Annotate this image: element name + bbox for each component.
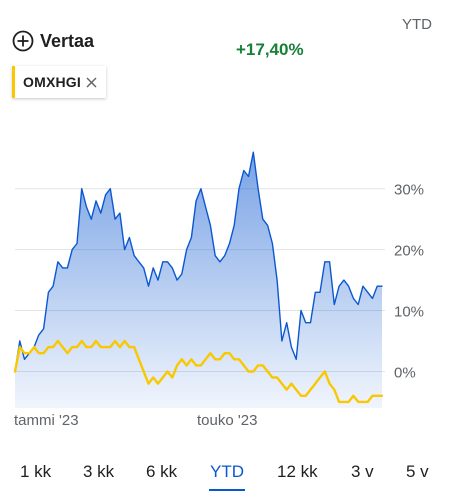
index-series-line [13,339,384,404]
series-area [15,152,382,408]
plus-circle-icon [12,30,34,52]
period-label: YTD [402,16,432,33]
tab-12kk[interactable]: 12 kk [277,462,318,481]
y-tick-label: 0% [394,364,416,381]
compare-button[interactable]: Vertaa [12,28,94,54]
x-tick-label: touko '23 [197,412,257,429]
price-series-line [14,151,383,373]
tab-6kk[interactable]: 6 kk [146,462,178,481]
close-icon[interactable] [86,77,97,88]
change-value: +17,40% [236,40,304,59]
range-tabs: 1 kk 3 kk 6 kk YTD 12 kk 3 v 5 v [0,462,463,502]
chip-label: OMXHGI [23,74,81,90]
compare-label: Vertaa [40,30,95,51]
price-chart: 0% 10% 20% 30% tammi '23 touko '23 [13,151,424,429]
selected-tab-indicator [209,489,245,491]
y-tick-label: 30% [394,182,424,199]
tab-1kk[interactable]: 1 kk [20,462,52,481]
tab-ytd[interactable]: YTD [210,462,244,481]
tab-3kk[interactable]: 3 kk [83,462,115,481]
tab-5v[interactable]: 5 v [406,462,429,481]
y-tick-label: 10% [394,304,424,321]
tab-3v[interactable]: 3 v [351,462,374,481]
x-tick-label: tammi '23 [14,412,79,429]
comparison-chip: OMXHGI [12,66,106,98]
y-tick-label: 20% [394,243,424,260]
